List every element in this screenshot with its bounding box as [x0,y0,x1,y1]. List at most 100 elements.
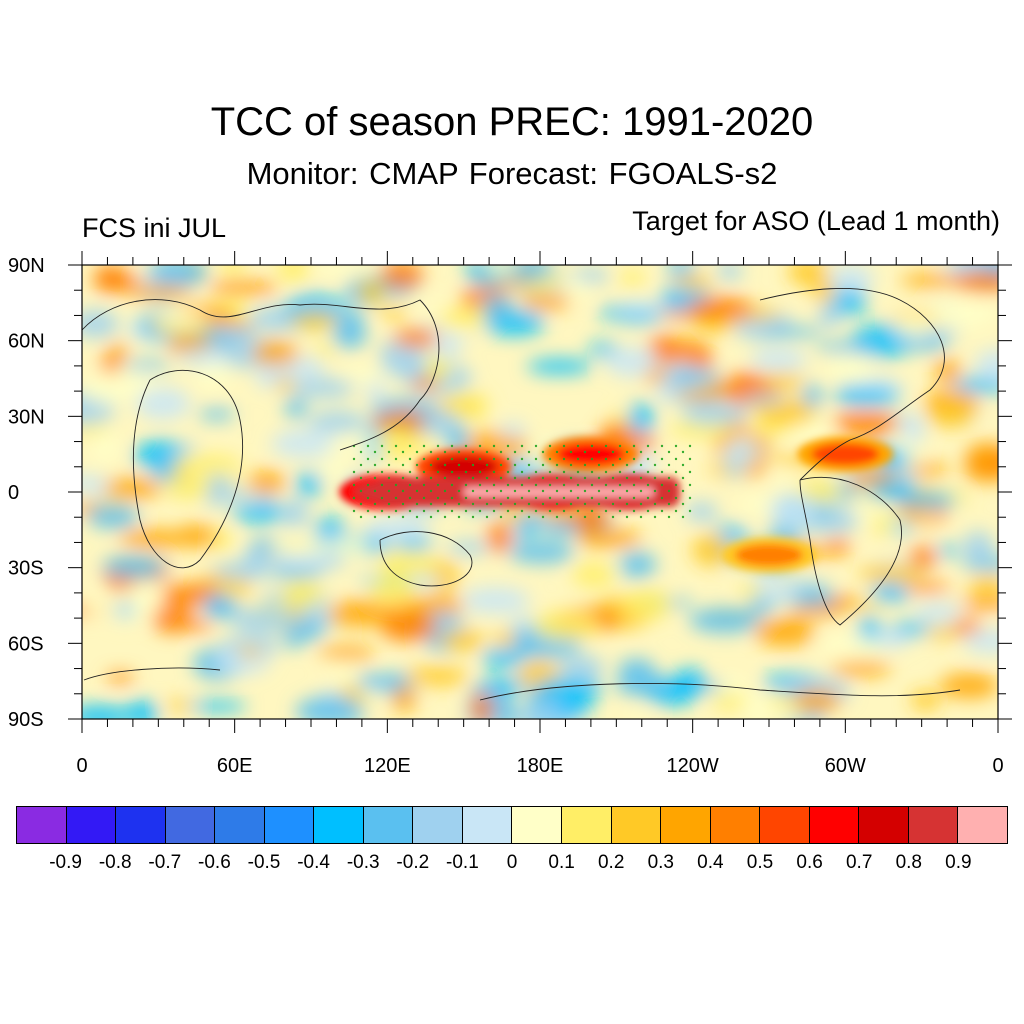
field-patch [834,387,900,406]
field-patch [273,378,298,391]
field-patch [380,265,424,291]
field-patch [572,561,617,588]
field-patch [890,621,935,636]
colorbar-swatch [760,807,810,843]
field-patch [230,490,253,504]
field-patch [531,610,602,641]
high-correlation-core [735,544,803,567]
field-patch [340,367,390,383]
lat-tick-label: 60N [8,331,45,353]
field-patch [750,348,807,372]
field-patch [268,535,329,558]
field-patch [958,598,998,610]
coastline [379,531,473,587]
field-patch [716,265,743,281]
field-patch [802,383,823,409]
field-patch [242,546,269,573]
field-patch [672,273,713,291]
colorbar-label: 0.4 [697,852,724,873]
colorbar-swatch [661,807,711,843]
colorbar-label: -0.1 [446,852,479,873]
field-patch [82,372,137,405]
field-patch [617,301,668,314]
field-patch [713,525,748,540]
lon-tick-label: 120E [364,755,411,777]
field-patch [618,551,657,579]
field-patch [235,646,264,658]
colorbar-swatch [611,807,662,843]
field-patch [909,545,937,570]
colorbar-swatch [314,807,364,843]
field-patch [493,630,517,648]
field-patch [424,356,452,381]
colorbar-label: -0.5 [247,852,281,873]
field-patch [689,607,761,634]
field-patch [520,290,572,311]
field-patch [324,537,371,555]
field-patch [817,635,884,658]
colorbar-label: -0.8 [98,852,132,873]
chart-title: TCC of season PREC: 1991-2020 [210,100,814,144]
field-patch [152,603,194,634]
field-patch [913,602,962,621]
chart-subtitle: Monitor: CMAP Forecast: FGOALS-s2 [246,156,778,191]
colorbar-label: 0.7 [845,852,873,873]
colorbar-label: -0.3 [346,852,380,873]
field-patch [125,700,159,719]
field-patch [380,613,438,642]
field-patch [91,431,120,464]
lon-tick-label: 60W [825,755,866,777]
colorbar-label: 0.6 [796,852,823,873]
colorbar-swatch [66,807,117,843]
field-patch [831,660,891,677]
field-patch [295,696,366,719]
significance-stipple [349,441,693,523]
coastline [759,288,945,481]
lon-tick-label: 0 [76,755,87,777]
field-patch [688,296,754,321]
field-patch [624,712,654,719]
field-patch [907,463,951,476]
field-patch [926,401,976,428]
field-patch [168,338,215,350]
field-patch [872,515,894,535]
field-patch [868,480,915,501]
colorbar-label: 0.1 [548,852,575,873]
field-patch [288,378,356,399]
field-patch [937,544,958,558]
field-patch [281,577,323,609]
field-patch [961,531,995,565]
field-patch [968,574,998,598]
field-patch [163,700,195,711]
colorbar-swatch [512,807,563,843]
field-patch [742,705,804,719]
field-patch [316,457,353,480]
field-patch [618,269,646,286]
field-patch [87,504,139,529]
field-patch [236,282,263,295]
lon-tick-label: 0 [992,755,1003,777]
high-correlation-core [811,443,880,466]
field-patch [135,387,191,421]
field-patch [933,358,962,384]
field-patch [560,655,604,681]
field-patch [857,564,926,583]
coastline [133,369,244,569]
field-patch [414,301,447,312]
colorbar-label: 0.9 [945,852,972,873]
field-patch [712,692,751,711]
field-patch [198,408,236,421]
colorbar [16,806,1008,844]
field-patch [277,265,310,283]
field-patch [355,278,386,304]
field-patch [204,593,228,619]
field-patch [627,402,655,435]
field-patch [147,265,208,287]
colorbar-label: 0.5 [746,852,774,873]
field-patch [953,269,998,294]
field-patch [368,575,418,605]
field-patch [82,309,119,339]
field-patch [286,620,325,641]
field-patch [827,354,874,384]
field-patch [481,265,518,276]
